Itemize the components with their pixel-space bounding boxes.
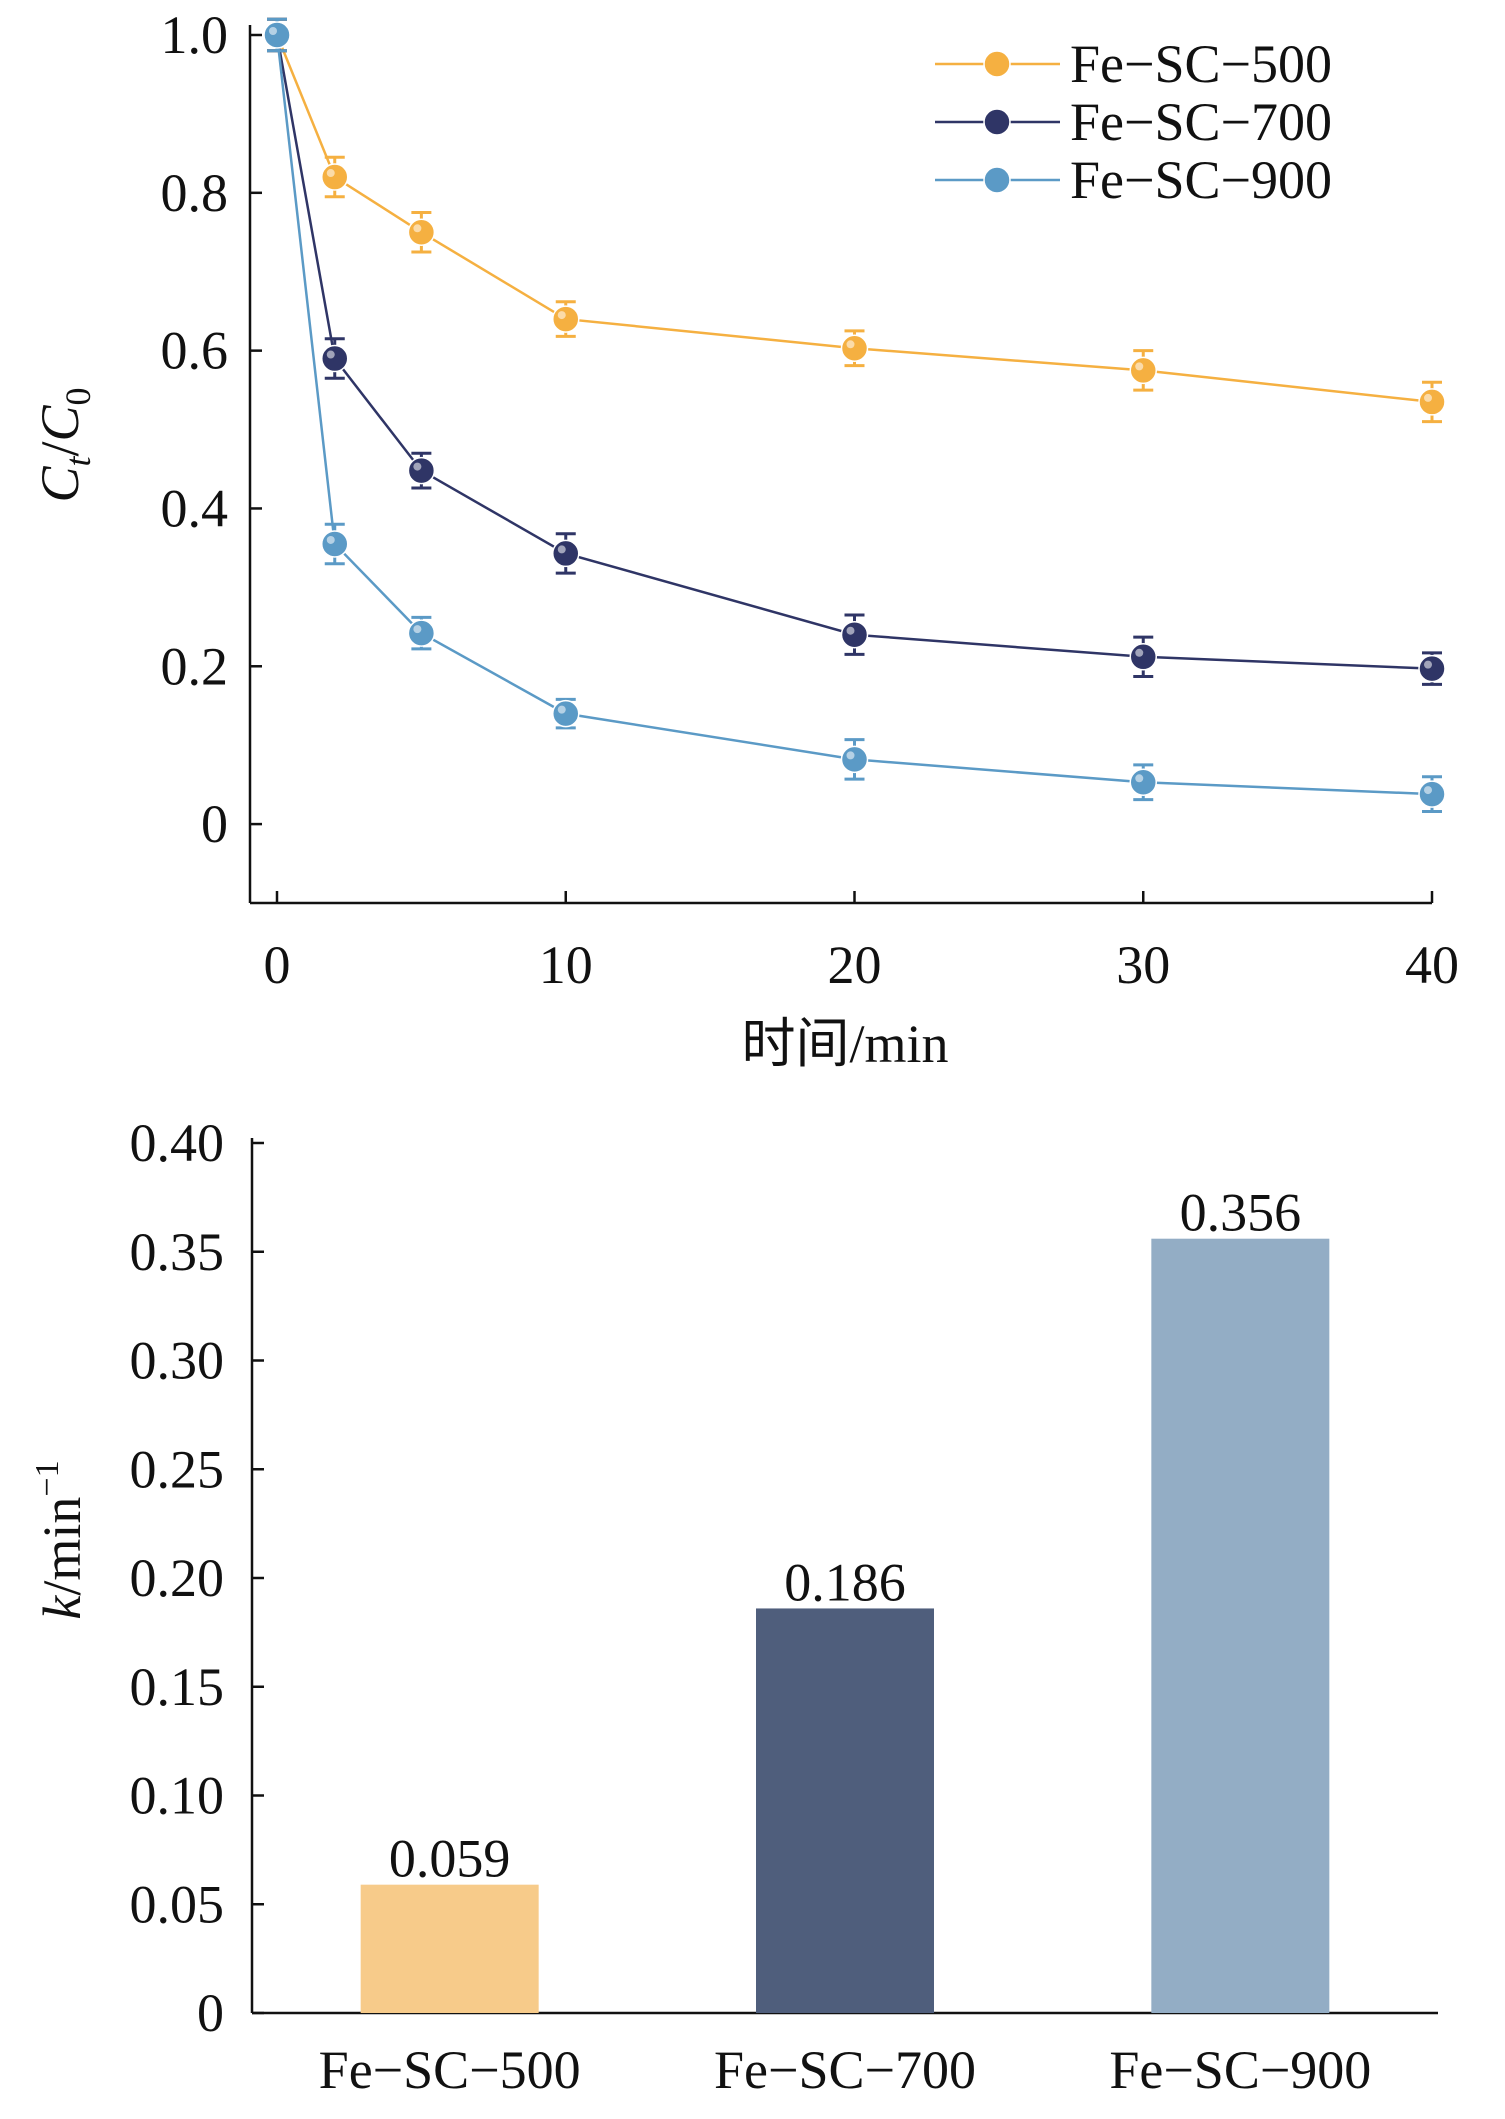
bar-fe-sc-900: [1151, 1238, 1330, 2013]
y-tick-label: 1.0: [161, 5, 229, 65]
data-point-highlight: [846, 340, 855, 349]
k-label-unit: /min: [32, 1497, 92, 1596]
y-tick-label: 0.25: [130, 1439, 225, 1499]
series-fe-sc-900: [263, 17, 1446, 813]
y-tick-label: 0: [201, 794, 228, 854]
bar-chart-bars: 0.059 Fe−SC−500 0.186 Fe−SC−700 0.356 Fe−SC−9…: [319, 1183, 1372, 2100]
data-point-fe-sc-500: [552, 305, 580, 333]
bar-value-label-fe-sc-500: 0.059: [389, 1829, 511, 1889]
x-tick-label-fe-sc-500: Fe−SC−500: [319, 2040, 581, 2100]
x-tick-label: 40: [1405, 935, 1459, 995]
line-chart-series: [263, 17, 1446, 813]
k-label-exponent: −1: [29, 1460, 66, 1496]
data-point-fe-sc-900: [1129, 768, 1157, 797]
data-point-fe-sc-900: [321, 530, 349, 558]
legend-marker-fe-sc-700: [983, 108, 1011, 136]
k-label: k: [32, 1595, 92, 1620]
legend-label-fe-sc-700: Fe−SC−700: [1070, 92, 1332, 152]
data-point-highlight: [1135, 362, 1144, 371]
data-point-fe-sc-700: [1129, 643, 1157, 671]
y-tick-label: 0.15: [130, 1657, 225, 1717]
x-tick-label: 30: [1116, 935, 1170, 995]
y-label-c2: C: [30, 404, 90, 441]
data-point-highlight: [557, 545, 566, 554]
y-tick-label: 0.10: [130, 1766, 225, 1826]
line-chart-x-axis-label: 时间/min: [741, 1014, 948, 1074]
y-tick-label: 0.30: [130, 1331, 225, 1391]
bar-value-label-fe-sc-700: 0.186: [784, 1552, 906, 1612]
data-point-highlight: [1135, 648, 1144, 657]
data-point-highlight: [846, 751, 855, 760]
line-chart-axes: [248, 25, 1432, 905]
data-point-fe-sc-500: [1418, 388, 1446, 416]
data-point-highlight: [413, 625, 422, 634]
y-label-slash: /: [30, 441, 90, 456]
bar-chart: 0 0.05 0.10 0.15 0.20 0.25 0.30 0.35 0.40 0.059 F…: [29, 1113, 1438, 2100]
line-chart-ticks: 0 0.2 0.4 0.6 0.8 1.0 0 10 20 30 40: [161, 5, 1460, 995]
x-tick-label-fe-sc-700: Fe−SC−700: [714, 2040, 976, 2100]
data-point-fe-sc-700: [552, 539, 580, 568]
data-point-fe-sc-500: [407, 218, 436, 247]
data-point-fe-sc-700: [1418, 654, 1446, 683]
x-tick-label: 0: [264, 935, 291, 995]
y-tick-label: 0.40: [130, 1113, 225, 1173]
data-point-fe-sc-500: [1129, 356, 1157, 385]
data-point-fe-sc-500: [321, 163, 349, 191]
legend-label-fe-sc-500: Fe−SC−500: [1070, 34, 1332, 94]
y-tick-label: 0: [197, 1983, 224, 2043]
y-tick-label: 0.35: [130, 1222, 225, 1282]
data-point-highlight: [557, 311, 566, 320]
data-point-highlight: [326, 535, 335, 544]
data-point-highlight: [1424, 786, 1432, 795]
y-tick-label: 0.20: [130, 1548, 225, 1608]
data-point-fe-sc-900: [263, 21, 291, 49]
bar-value-label-fe-sc-900: 0.356: [1180, 1183, 1302, 1243]
bar-fe-sc-700: [756, 1608, 934, 2013]
data-point-fe-sc-500: [840, 334, 869, 363]
data-point-fe-sc-700: [840, 620, 869, 649]
x-tick-label-fe-sc-900: Fe−SC−900: [1109, 2040, 1371, 2100]
y-tick-label: 0.8: [161, 163, 229, 223]
y-tick-label: 0.4: [161, 478, 229, 538]
y-tick-label: 0.2: [161, 636, 229, 696]
data-point-highlight: [413, 224, 422, 233]
data-point-fe-sc-700: [321, 344, 349, 373]
data-point-highlight: [269, 27, 277, 35]
line-chart-y-axis-label: Ct/C0: [30, 387, 98, 502]
y-tick-label: 0.05: [130, 1874, 225, 1934]
data-point-fe-sc-900: [407, 619, 436, 647]
x-tick-label: 20: [828, 935, 882, 995]
x-tick-label: 10: [539, 935, 593, 995]
legend-label-fe-sc-900: Fe−SC−900: [1070, 150, 1332, 210]
data-point-highlight: [1135, 774, 1144, 783]
bar-chart-ticks: 0 0.05 0.10 0.15 0.20 0.25 0.30 0.35 0.40: [130, 1113, 264, 2043]
data-point-fe-sc-900: [840, 745, 869, 774]
y-label-sub-0: 0: [58, 387, 98, 405]
y-label-c1: C: [30, 466, 90, 503]
data-point-highlight: [326, 169, 335, 178]
y-tick-label: 0.6: [161, 321, 229, 381]
data-point-highlight: [326, 350, 335, 359]
data-point-fe-sc-700: [407, 456, 436, 485]
data-point-fe-sc-900: [552, 699, 580, 728]
y-label-sub-t: t: [58, 456, 98, 467]
legend-marker-fe-sc-500: [983, 50, 1011, 78]
data-point-highlight: [846, 626, 855, 635]
data-point-highlight: [413, 462, 422, 471]
data-point-fe-sc-900: [1418, 780, 1446, 808]
series-fe-sc-700: [263, 17, 1446, 686]
legend-marker-fe-sc-900: [983, 166, 1011, 194]
bar-fe-sc-500: [360, 1884, 539, 2013]
data-point-highlight: [1424, 393, 1432, 402]
data-point-highlight: [557, 705, 566, 714]
line-chart: 00.20.40.60.81.00 10 20 30 40 Fe−SC−500Fe−SC…: [30, 5, 1459, 1074]
bar-chart-y-axis-label: k/min−1: [29, 1460, 92, 1619]
data-point-highlight: [1424, 660, 1432, 669]
